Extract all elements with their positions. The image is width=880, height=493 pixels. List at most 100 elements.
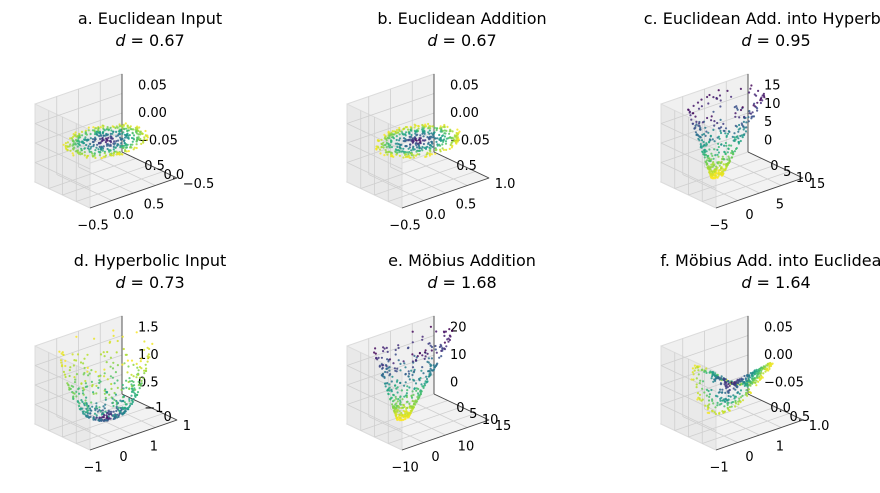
x-tick-label: 1 (150, 440, 158, 455)
data-point (130, 359, 134, 362)
data-point (75, 359, 78, 362)
z-tick-label: 0 (764, 133, 772, 148)
data-point (703, 143, 706, 146)
data-point (411, 366, 415, 369)
data-point (410, 133, 413, 137)
data-point (97, 131, 101, 134)
data-point (731, 400, 735, 404)
data-point (130, 373, 133, 376)
data-point (128, 387, 131, 390)
grid-line (34, 112, 123, 144)
data-point (82, 142, 85, 145)
data-point (106, 147, 109, 151)
grid-line (34, 335, 123, 366)
data-point (429, 373, 432, 376)
data-point (742, 378, 745, 381)
grid-line (34, 93, 123, 124)
data-point (435, 129, 438, 132)
data-point (395, 397, 398, 400)
data-point (79, 361, 83, 364)
data-point (395, 370, 398, 373)
data-point (743, 374, 746, 378)
data-point (715, 172, 718, 175)
data-point (115, 403, 118, 406)
data-point (688, 111, 691, 114)
data-point (387, 360, 390, 363)
data-point (705, 371, 708, 374)
grid-line (34, 354, 123, 386)
data-point (388, 389, 391, 392)
data-point (106, 350, 109, 354)
data-point (397, 398, 400, 401)
data-point (697, 134, 700, 137)
data-point (726, 132, 730, 135)
data-point (75, 395, 78, 398)
data-point (734, 112, 737, 115)
data-point (728, 409, 731, 412)
data-point (59, 359, 63, 362)
data-point (706, 116, 709, 120)
data-point (428, 143, 432, 147)
data-point (451, 329, 454, 332)
data-point (448, 328, 451, 331)
z-tick-label: 0.00 (450, 106, 479, 121)
data-point (107, 415, 110, 418)
grid-line (726, 159, 782, 186)
data-point (727, 398, 730, 401)
data-point (701, 145, 705, 148)
data-point (438, 138, 441, 141)
data-point (117, 143, 120, 146)
data-point (737, 403, 740, 406)
data-point (78, 404, 81, 408)
data-point (146, 357, 150, 360)
data-point (92, 140, 95, 144)
data-point (721, 388, 724, 391)
data-point (719, 388, 722, 391)
data-point (396, 145, 399, 148)
y-tick-label: 15 (809, 177, 826, 192)
data-point (93, 152, 96, 156)
data-point (92, 392, 95, 395)
data-point (444, 140, 448, 143)
data-point (126, 129, 130, 132)
data-point (700, 139, 704, 142)
data-point (444, 132, 447, 135)
data-point (716, 97, 719, 100)
data-point (739, 401, 742, 404)
data-point (66, 145, 69, 148)
data-point (449, 143, 452, 147)
data-point (383, 382, 387, 385)
data-point (728, 384, 731, 387)
data-point (103, 375, 106, 378)
data-point (417, 387, 420, 391)
data-point (429, 371, 432, 374)
data-point (746, 385, 749, 388)
data-point (423, 384, 427, 387)
data-point (728, 144, 731, 147)
data-point (411, 341, 414, 344)
data-point (148, 347, 151, 350)
data-point (418, 149, 421, 152)
data-point (726, 403, 729, 406)
data-point (94, 370, 97, 373)
panel-b: b. Euclidean Addition d = 0.67 −0.5 0.0 0.5 1… (345, 9, 547, 234)
x-tick-label: 0 (745, 208, 753, 223)
data-point (421, 145, 424, 149)
data-point (424, 123, 427, 126)
z-tick-label: 1.5 (138, 321, 159, 336)
data-point (115, 140, 118, 143)
y-tick-label: 5 (469, 407, 477, 422)
data-point (736, 391, 740, 394)
data-point (421, 338, 424, 341)
data-point (739, 108, 743, 112)
data-point (95, 146, 98, 149)
data-point (727, 391, 730, 394)
data-point (725, 384, 728, 387)
data-point (387, 150, 390, 154)
data-point (69, 149, 72, 152)
data-point (393, 384, 397, 387)
data-point (713, 170, 716, 173)
data-point (705, 130, 708, 133)
data-point (133, 384, 136, 387)
